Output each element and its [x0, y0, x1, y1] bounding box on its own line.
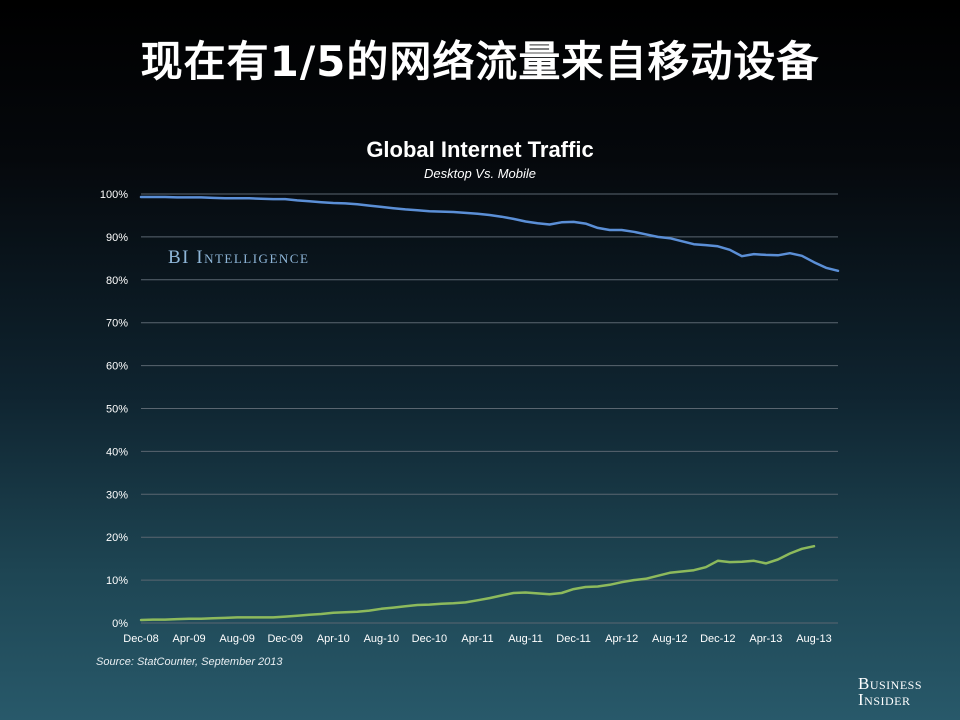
series-line-mobile — [139, 544, 816, 622]
x-tick-label: Aug-12 — [652, 633, 687, 645]
watermark-bi-intelligence: BI Intelligence — [168, 247, 309, 268]
y-tick-label: 10% — [106, 575, 128, 587]
chart-title: Global Internet Traffic — [366, 137, 593, 162]
y-tick-label: 20% — [106, 532, 128, 544]
y-tick-label: 80% — [106, 275, 128, 287]
x-tick-label: Dec-10 — [412, 633, 447, 645]
x-tick-label: Apr-09 — [173, 633, 206, 645]
x-tick-label: Aug-09 — [219, 633, 254, 645]
x-tick-label: Apr-12 — [605, 633, 638, 645]
gridlines — [141, 193, 838, 624]
y-tick-label: 90% — [106, 232, 128, 244]
y-tick-label: 0% — [112, 618, 128, 630]
x-tick-label: Dec-11 — [556, 633, 591, 645]
chart-subtitle: Desktop Vs. Mobile — [424, 166, 536, 181]
y-tick-label: 40% — [106, 446, 128, 458]
series-line-desktop — [139, 195, 840, 273]
slide-title: 现在有1/5的网络流量来自移动设备 — [140, 37, 820, 86]
business-insider-logo: Business Insider — [858, 674, 923, 709]
x-tick-label: Apr-13 — [749, 633, 782, 645]
x-tick-label: Dec-12 — [700, 633, 735, 645]
x-tick-label: Aug-13 — [796, 633, 831, 645]
y-tick-label: 30% — [106, 489, 128, 501]
x-tick-label: Dec-08 — [123, 633, 158, 645]
y-tick-label: 70% — [106, 318, 128, 330]
x-tick-label: Aug-10 — [364, 633, 399, 645]
source-note: Source: StatCounter, September 2013 — [96, 656, 283, 668]
x-tick-label: Apr-11 — [461, 633, 493, 645]
y-tick-label: 100% — [100, 189, 128, 201]
series-group — [139, 195, 840, 622]
y-tick-label: 60% — [106, 361, 128, 373]
x-tick-label: Apr-10 — [317, 633, 350, 645]
x-tick-label: Dec-09 — [267, 633, 302, 645]
y-tick-label: 50% — [106, 404, 128, 416]
logo-line-1: Business — [858, 674, 923, 693]
logo-line-2: Insider — [858, 690, 911, 709]
x-axis: Dec-08 Apr-09 Aug-09 Dec-09 Apr-10 Aug-10 Dec-… — [123, 633, 831, 645]
x-tick-label: Aug-11 — [508, 633, 543, 645]
y-axis: 0% 10% 20% 30% 40% 50% 60% 70% 80% 90% 100% — [100, 189, 128, 630]
